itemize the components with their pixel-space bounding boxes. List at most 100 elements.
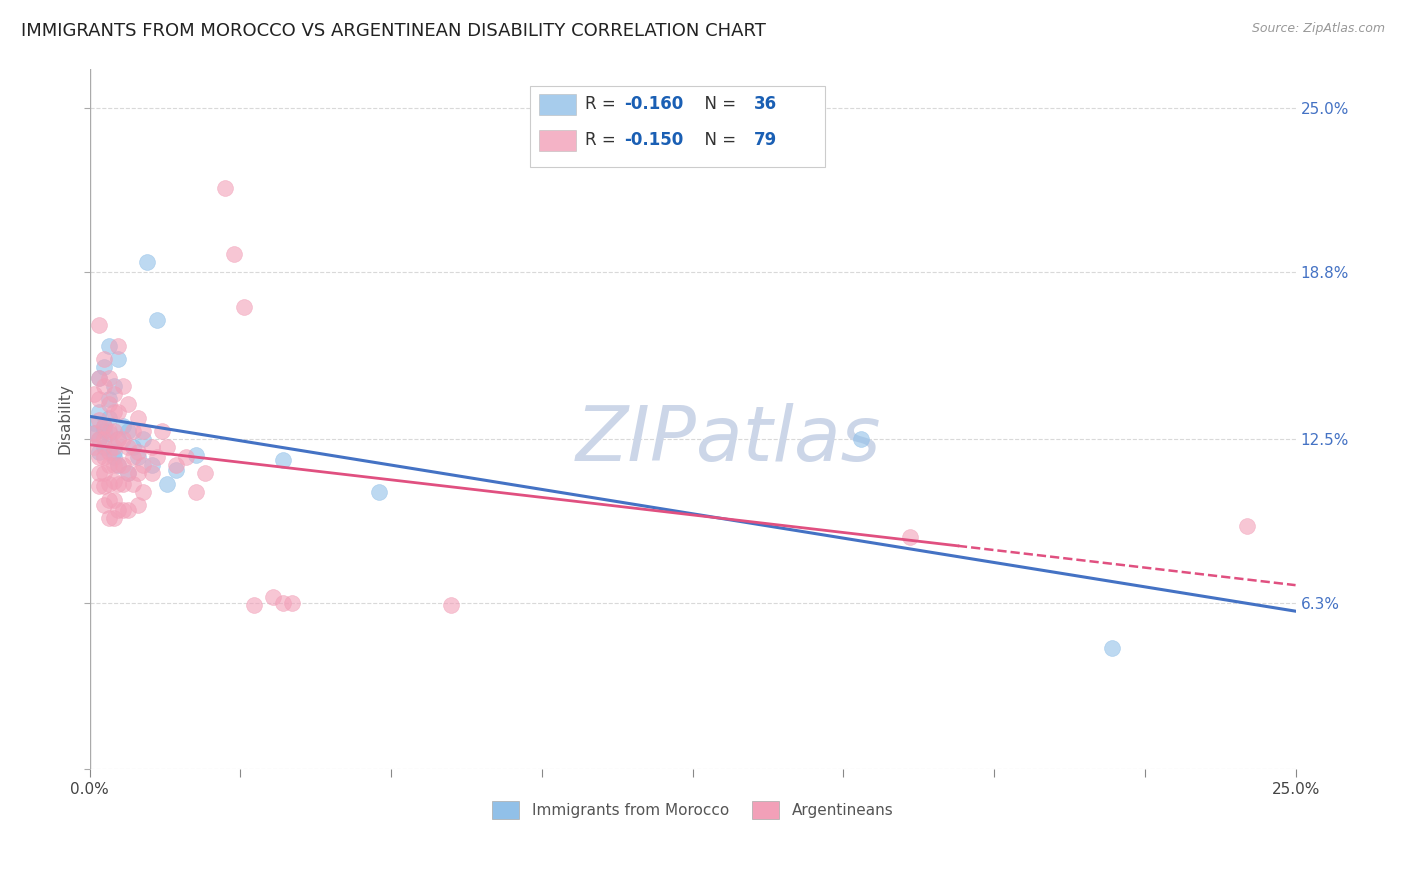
Y-axis label: Disability: Disability [58, 384, 72, 454]
Point [131, 432, 153, 446]
Point [97, 511, 120, 525]
Text: -0.150: -0.150 [624, 131, 683, 149]
Point [103, 405, 125, 419]
Point [194, 466, 217, 480]
Point [112, 432, 135, 446]
Point [107, 458, 129, 473]
Text: N =: N = [693, 95, 741, 112]
Point [93, 440, 115, 454]
Point [93, 450, 115, 465]
Point [97, 424, 120, 438]
Point [89, 413, 111, 427]
Point [97, 445, 120, 459]
Point [107, 405, 129, 419]
Point [97, 392, 120, 406]
Point [83, 440, 105, 454]
Point [89, 318, 111, 332]
Point [156, 476, 179, 491]
Point [156, 440, 179, 454]
Point [271, 453, 294, 467]
Point [141, 458, 163, 473]
Point [93, 360, 115, 375]
Point [93, 418, 115, 433]
Point [122, 450, 145, 465]
Point [184, 484, 207, 499]
Point [107, 432, 129, 446]
Point [122, 476, 145, 491]
Point [97, 410, 120, 425]
Point [89, 479, 111, 493]
Point [117, 503, 139, 517]
Point [107, 476, 129, 491]
Point [107, 432, 129, 446]
Point [103, 440, 125, 454]
Point [127, 445, 149, 459]
Point [146, 312, 169, 326]
Text: R =: R = [585, 95, 621, 112]
Point [103, 450, 125, 465]
Text: ZIPatlas: ZIPatlas [576, 403, 882, 477]
Point [89, 432, 111, 446]
Point [97, 397, 120, 411]
Point [107, 458, 129, 473]
Point [851, 432, 873, 446]
Point [103, 445, 125, 459]
Point [89, 405, 111, 419]
Point [103, 474, 125, 488]
Point [97, 492, 120, 507]
Point [93, 466, 115, 480]
Point [112, 458, 135, 473]
Point [83, 426, 105, 441]
Point [136, 254, 159, 268]
Text: Source: ZipAtlas.com: Source: ZipAtlas.com [1251, 22, 1385, 36]
Text: 36: 36 [754, 95, 778, 112]
Point [103, 379, 125, 393]
Point [131, 484, 153, 499]
Point [131, 458, 153, 473]
Point [89, 392, 111, 406]
Point [103, 386, 125, 401]
Point [1101, 640, 1123, 655]
Point [174, 450, 197, 465]
Point [146, 450, 169, 465]
Point [93, 418, 115, 433]
Point [117, 397, 139, 411]
Point [112, 476, 135, 491]
Point [107, 339, 129, 353]
Point [262, 591, 284, 605]
Point [127, 466, 149, 480]
Point [107, 352, 129, 367]
Point [224, 246, 246, 260]
Bar [540, 130, 575, 152]
Point [281, 596, 304, 610]
Point [97, 426, 120, 441]
Point [97, 476, 120, 491]
Point [271, 596, 294, 610]
Point [97, 371, 120, 385]
Point [127, 498, 149, 512]
Point [107, 503, 129, 517]
Point [83, 426, 105, 441]
Point [89, 445, 111, 459]
Point [93, 424, 115, 438]
Point [89, 432, 111, 446]
Point [184, 448, 207, 462]
Point [103, 424, 125, 438]
Text: 79: 79 [754, 131, 778, 149]
Point [89, 466, 111, 480]
Point [89, 450, 111, 465]
Point [117, 440, 139, 454]
Text: N =: N = [693, 131, 741, 149]
Point [93, 432, 115, 446]
Point [141, 466, 163, 480]
Point [93, 379, 115, 393]
Bar [540, 94, 575, 115]
Point [165, 458, 187, 473]
Point [127, 450, 149, 465]
Point [112, 418, 135, 433]
Point [122, 440, 145, 454]
Point [242, 599, 264, 613]
Point [122, 424, 145, 438]
Point [97, 458, 120, 473]
Point [368, 484, 391, 499]
